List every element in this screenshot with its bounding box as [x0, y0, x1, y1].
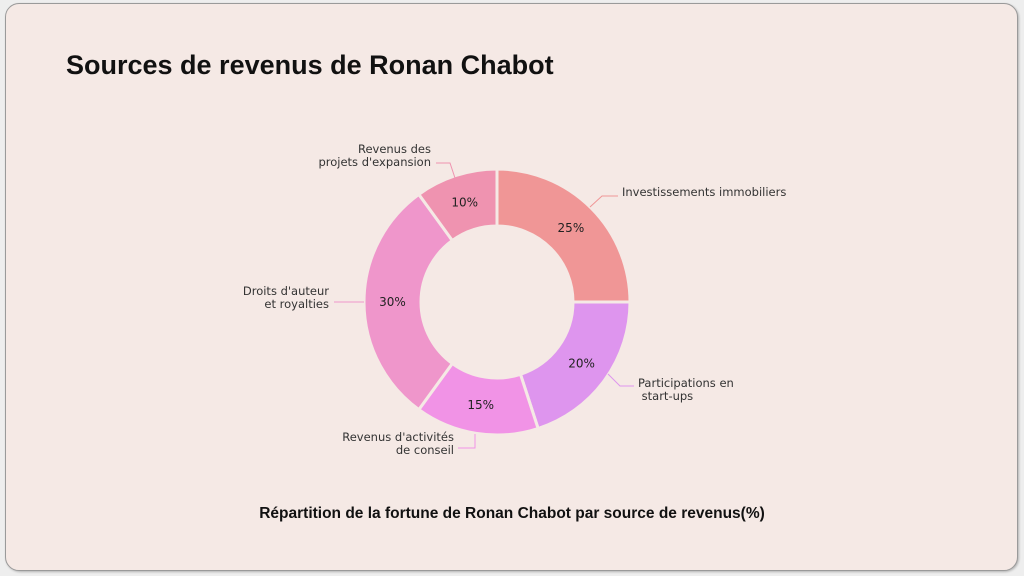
slice-category-label: Revenus des projets d'expansion — [318, 142, 431, 169]
slice-percent-label: 20% — [568, 356, 595, 370]
slice-category-label: Droits d'auteur et royalties — [243, 284, 329, 311]
callout-line — [589, 195, 618, 208]
slice-category-label: Revenus d'activités de conseil — [342, 430, 454, 457]
slice-category-label: Investissements immobiliers — [622, 185, 786, 199]
callout-line — [436, 162, 456, 179]
slice-percent-label: 10% — [451, 196, 478, 210]
donut-slice[interactable] — [495, 167, 632, 304]
chart-caption: Répartition de la fortune de Ronan Chabo… — [259, 505, 765, 522]
chart-title: Sources de revenus de Ronan Chabot — [66, 50, 554, 80]
slice-percent-label: 30% — [379, 295, 406, 309]
slice-percent-label: 25% — [558, 221, 585, 235]
callout-line — [458, 434, 476, 449]
slice-percent-label: 15% — [467, 398, 494, 412]
donut-slice[interactable] — [362, 192, 454, 412]
callout-line — [607, 373, 634, 387]
chart-card — [5, 3, 1018, 571]
donut-slice[interactable] — [417, 167, 499, 243]
slice-category-label: Participations en start-ups — [638, 376, 734, 403]
